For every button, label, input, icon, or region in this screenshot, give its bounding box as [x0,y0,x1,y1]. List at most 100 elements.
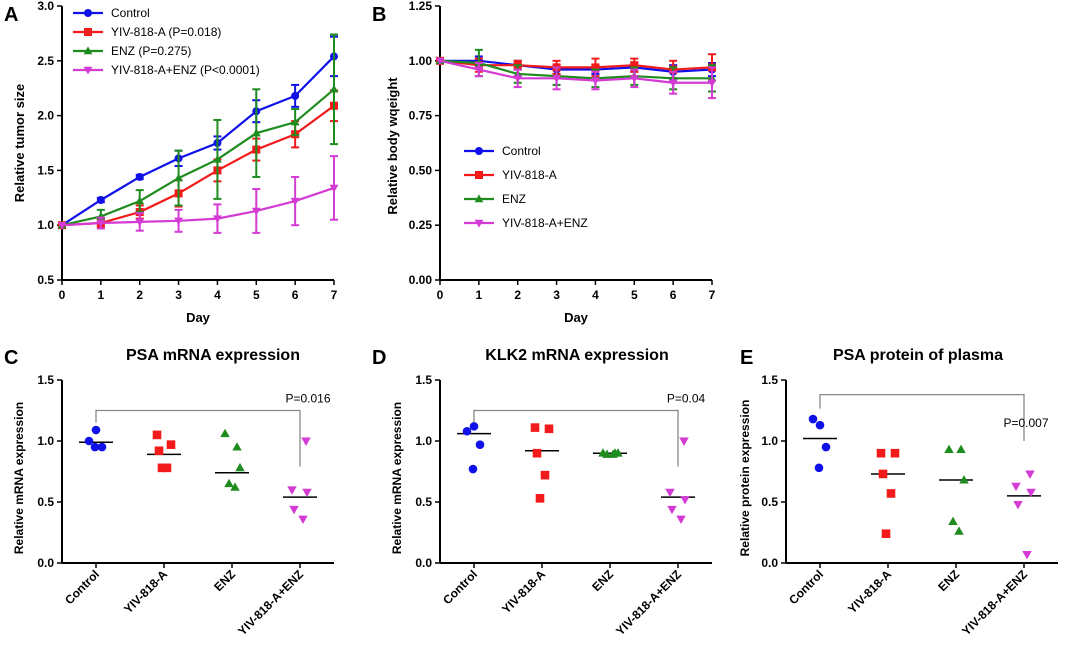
panel-e-group-2-point [956,444,966,453]
panel-b-series-3-point [552,75,561,83]
panel-b-series-3-point [591,77,600,86]
panel-b-series-1-point [630,61,639,70]
panel-b-legend-marker [474,219,484,228]
panel-a-x-tick-label: 0 [59,288,66,302]
panel-c-category-label: YIV-818-A+ENZ [235,567,306,638]
panel-e-group-2-point [959,475,969,484]
panel-c-group-3-point [289,505,299,515]
panel-e-group-1-point [881,529,891,539]
panel-d-group-0-point [469,422,479,431]
panel-label-c: C [4,347,18,369]
panel-a-x-tick-label: 6 [292,288,299,302]
panel-e-category-label: YIV-818-A+ENZ [959,567,1030,638]
panel-a-series-0-point [135,172,144,181]
panel-d-group-1-point [540,470,550,480]
panel-c-group-1-point [162,463,172,473]
panel-b-series-3-point [629,75,639,83]
panel-a-legend-label: YIV-818-A+ENZ (P<0.0001) [111,63,260,77]
panel-c-group-3-point [301,437,311,446]
panel-b-x-tick-label: 0 [437,288,444,302]
panel-a-series-3-point [213,215,222,224]
panel-a-series-0-line [61,55,335,227]
panel-a-x-tick-label: 7 [331,288,338,302]
panel-c-group-3-point [298,515,308,525]
panel-a-ylabel: Relative tumor size [12,84,27,203]
panel-d-group-2-point [608,449,618,458]
panel-e-significance-label: P=0.007 [1003,416,1048,430]
panel-a-y-tick-label: 0.5 [37,273,54,287]
panel-a-series-3-point [135,218,145,227]
panel-e-group-2-point [948,516,958,525]
panel-b-x-tick-label: 5 [631,288,638,302]
panel-a-legend-marker [83,46,93,55]
panel-d-group-0-point [462,426,472,436]
panel-c-group-0-point [84,436,94,446]
panel-b-xlabel: Day [564,310,589,325]
panel-e-group-3-point [1013,501,1023,510]
panel-label-a: A [4,4,18,26]
panel-e-group-1-point [890,448,900,458]
panel-a-series-0-point [291,91,300,100]
panel-c-y-tick-label: 0.0 [37,556,54,570]
panel-e-group-0-point [815,420,825,430]
panel-a-y-tick-label: 1.0 [37,218,54,232]
panel-a-legend-label: ENZ (P=0.275) [111,44,191,58]
panel-e-group-1-point [878,469,888,479]
panel-d-title: KLK2 mRNA expression [485,347,668,364]
panel-d-group-3-point [665,488,675,498]
panel-d-group-3-point [676,515,686,525]
panel-a-xlabel: Day [186,310,211,325]
panel-e-group-2-point [944,444,954,453]
panel-e-category-label: Control [786,567,826,607]
panel-label-d: D [372,347,386,369]
panel-a-series-3-point [290,197,300,206]
panel-d-group-1-point [544,424,554,434]
panel-b-x-tick-label: 4 [592,288,599,302]
panel-b-y-tick-label: 0.50 [409,163,433,177]
panel-c-group-0-point [91,425,101,435]
panel-a-x-tick-label: 2 [136,288,143,302]
panel-b-legend-marker [475,147,483,155]
panel-a-series-3-point [96,219,106,228]
panel-e-group-3-point [1026,488,1036,498]
panel-b-series-3-point [668,79,678,88]
panel-d-significance-bracket [473,409,679,467]
panel-c-y-tick-label: 1.0 [37,434,54,448]
panel-e-group-2-point [954,526,964,535]
panel-e-ylabel: Relative protein expression [738,400,752,557]
panel-d-y-tick-label: 1.5 [415,373,432,387]
panel-b-series-2-line [439,59,712,80]
panel-e-group-0-point [808,414,818,424]
panel-d-group-0-point [475,440,485,449]
panel-b-legend-label: YIV-818-A [502,168,557,182]
panel-a-series-3-point [251,207,261,216]
panel-e-y-tick-label: 1.0 [761,434,778,448]
panel-b-y-tick-label: 1.00 [409,54,433,68]
panel-a-series-0-point [96,195,105,204]
panel-c-group-0-point [97,442,107,452]
panel-d-group-3-point [680,496,690,505]
panel-d-group-3-point [679,437,689,446]
panel-b-series-3-point [474,66,484,75]
panel-d-group-0-point [468,464,478,474]
panel-b-series-3-point [513,75,523,83]
panel-d-category-label: YIV-818-A+ENZ [613,567,684,638]
panel-c-group-1-point [157,463,167,473]
panel-a-series-3-point [329,184,339,193]
panel-b-y-tick-label: 0.25 [409,218,433,232]
panel-a-legend-marker [84,9,92,17]
panel-b-legend-marker [474,194,484,203]
panel-c-significance-label: P=0.016 [285,392,330,406]
panel-b-x-tick-label: 2 [514,288,521,302]
panel-c-y-tick-label: 0.5 [37,495,54,509]
panel-c-y-tick-label: 1.5 [37,373,54,387]
panel-a-legend-label: Control [111,6,150,20]
panel-b-y-tick-label: 0.00 [409,273,433,287]
panel-e-group-1-point [876,448,886,458]
panel-a-series-2-point [329,84,339,93]
panel-d-category-label: YIV-818-A [499,567,548,616]
panel-label-e: E [740,347,753,369]
panel-e-group-0-point [821,442,831,452]
panel-a-series-2-point [213,154,222,163]
panel-c-group-2-point [230,482,240,491]
